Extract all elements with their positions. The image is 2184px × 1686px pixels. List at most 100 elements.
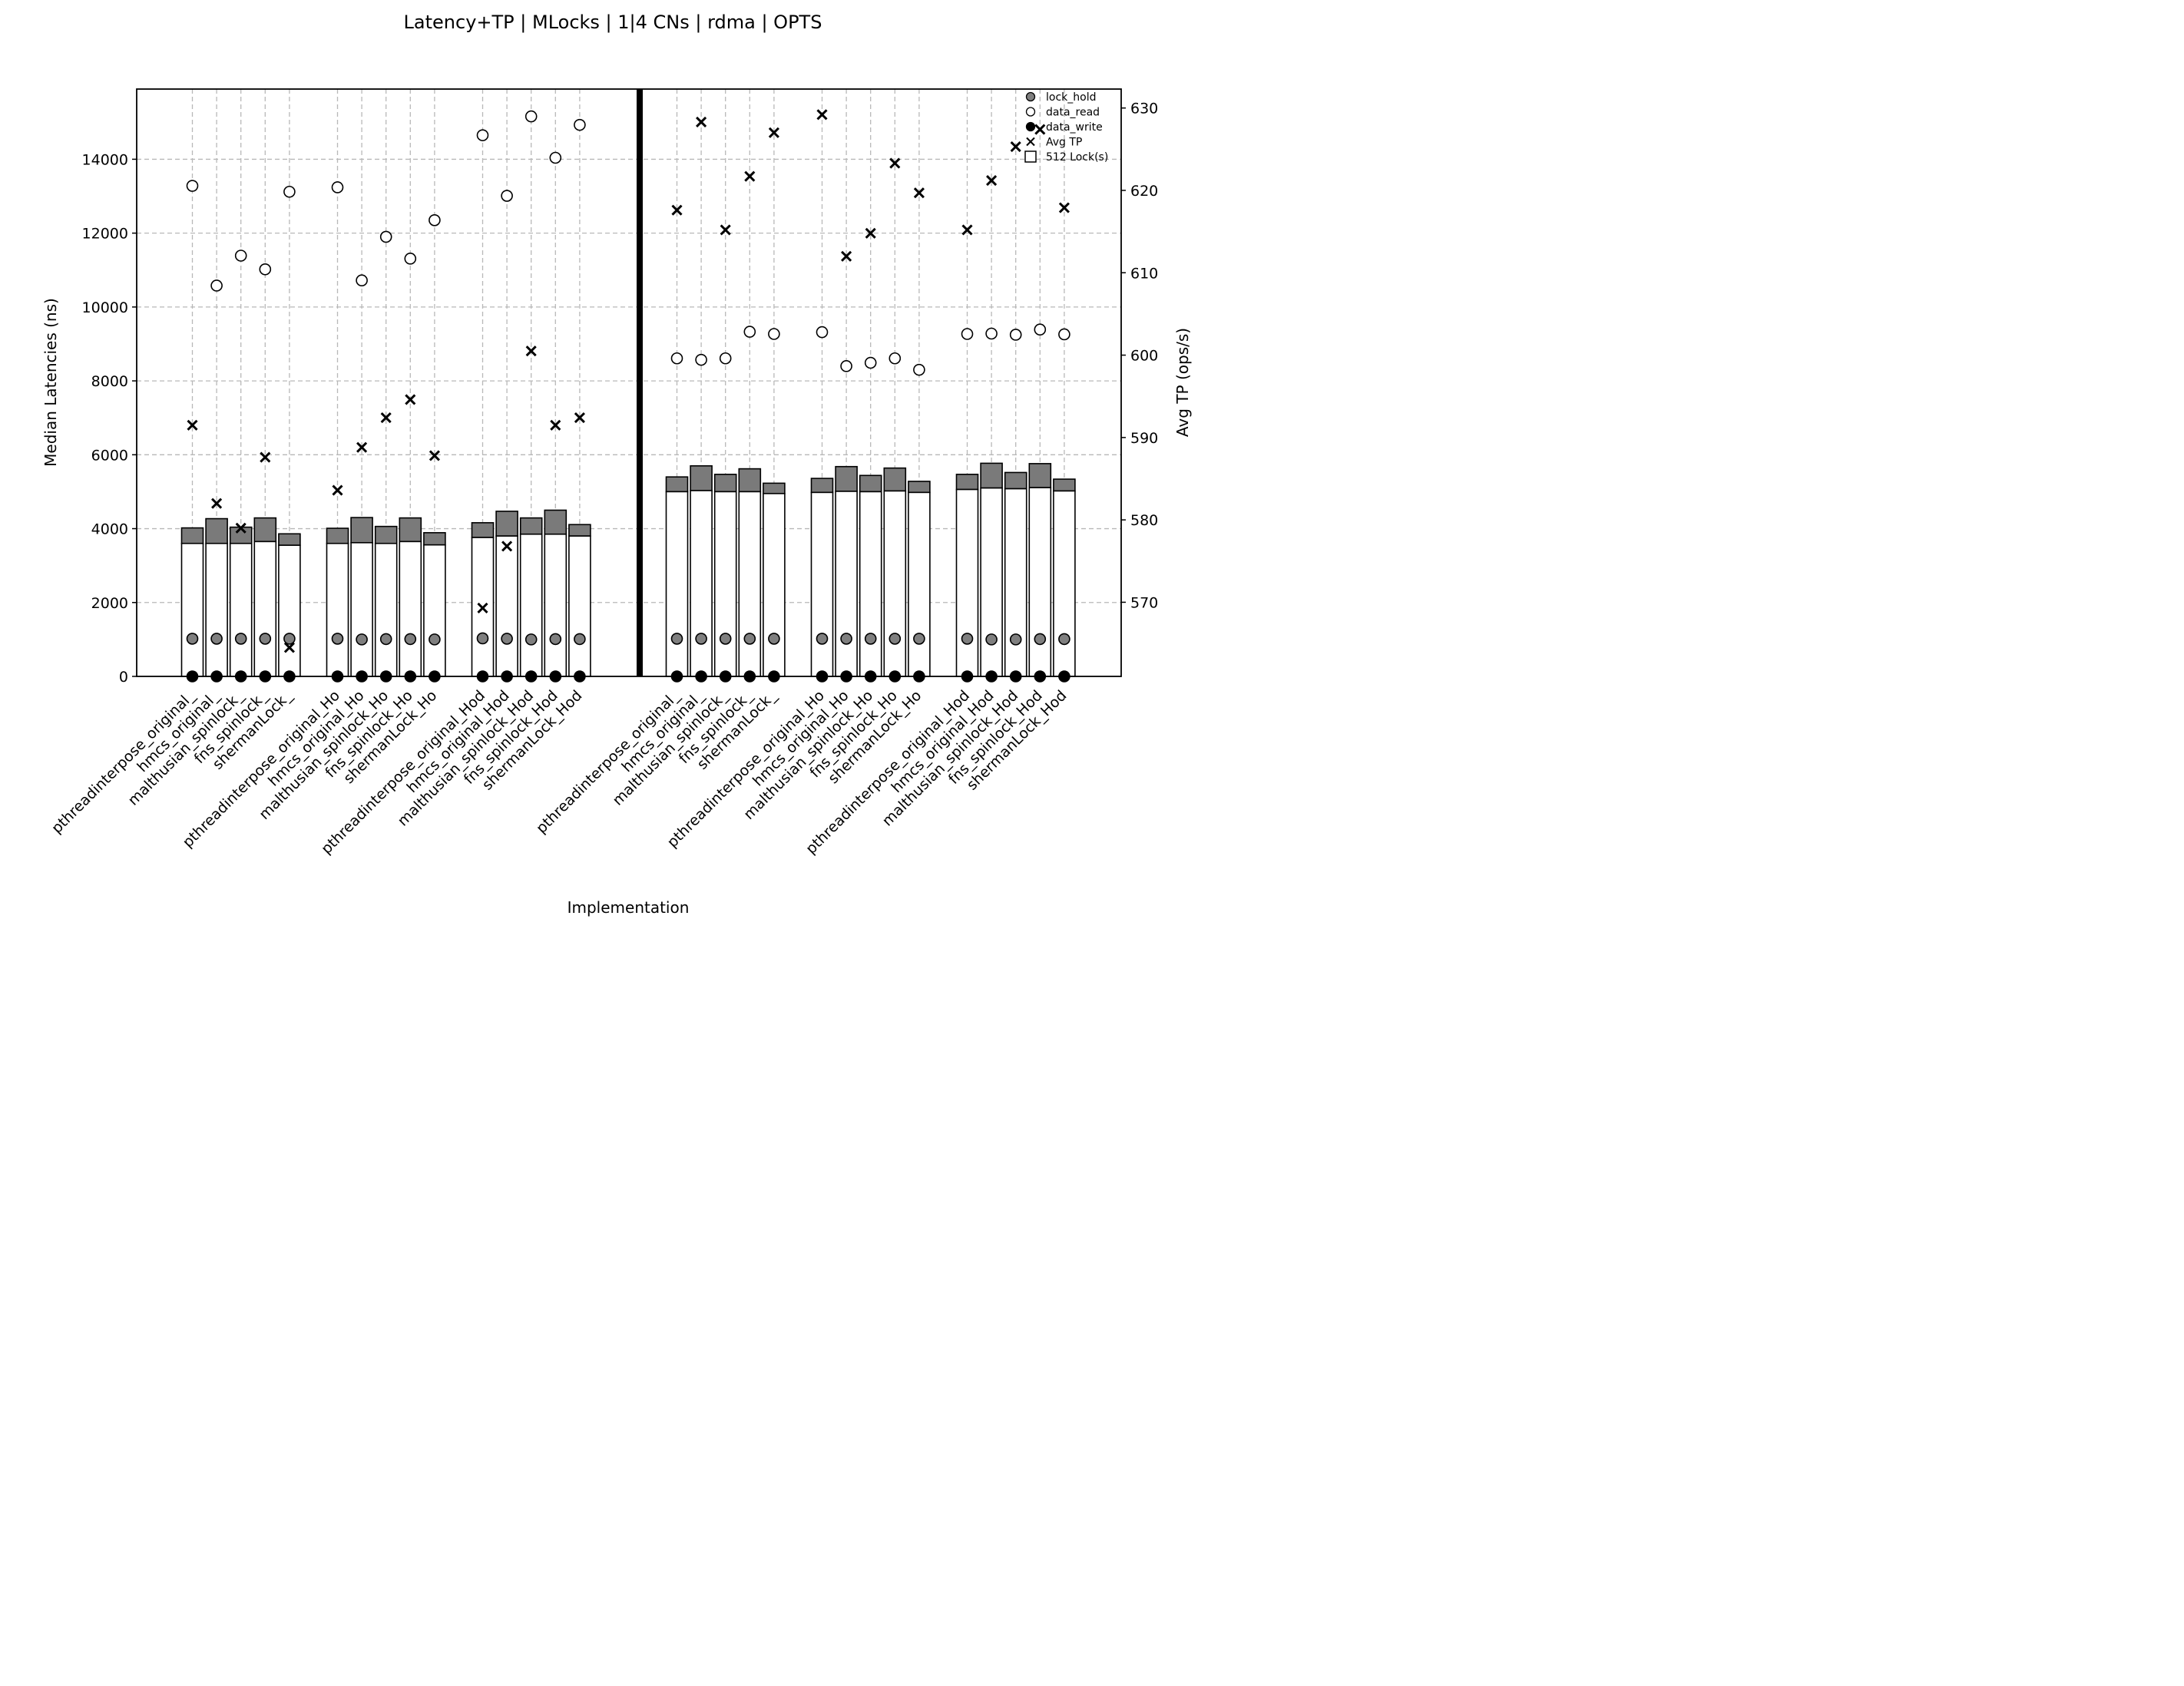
bar-base-segment bbox=[690, 490, 713, 677]
bar-lock-hold-segment bbox=[690, 464, 713, 491]
bar-base-segment bbox=[278, 544, 301, 677]
lock-hold-point bbox=[234, 633, 247, 645]
plot-frame bbox=[136, 88, 1122, 677]
y2-axis-label: Avg TP (ops/s) bbox=[1173, 328, 1192, 437]
avg-tp-point bbox=[986, 175, 998, 187]
bar-layer bbox=[180, 462, 1076, 677]
lock-hold-point bbox=[476, 632, 489, 645]
avg-tp-point bbox=[1034, 124, 1046, 135]
bar-lock-hold-segment bbox=[205, 517, 228, 544]
avg-tp-stroke bbox=[1034, 124, 1046, 135]
bar-lock-hold-segment bbox=[1028, 463, 1052, 488]
avg-tp-stroke bbox=[961, 224, 973, 236]
y-tick-label: 12000 bbox=[82, 226, 128, 243]
data-read-point bbox=[234, 250, 247, 262]
avg-tp-stroke bbox=[332, 484, 343, 496]
avg-tp-point bbox=[260, 451, 271, 463]
bar-lock-hold-segment bbox=[544, 509, 568, 535]
bar-lock-hold-segment bbox=[519, 517, 543, 535]
avg-tp-point bbox=[1010, 141, 1021, 153]
bar-lock-hold-segment bbox=[180, 527, 204, 544]
data-read-point bbox=[985, 327, 998, 340]
bar-base-segment bbox=[859, 491, 882, 677]
lock-hold-point bbox=[283, 633, 296, 645]
avg-tp-stroke bbox=[889, 157, 901, 169]
data-read-point bbox=[283, 185, 296, 198]
lock-hold-point bbox=[549, 633, 562, 646]
avg-tp-stroke bbox=[283, 642, 295, 653]
lock-hold-point bbox=[840, 633, 852, 645]
data-read-point bbox=[864, 356, 877, 369]
y-tick-label: 14000 bbox=[82, 151, 128, 168]
lock-hold-point bbox=[961, 633, 974, 645]
data-read-point bbox=[768, 328, 780, 340]
avg-tp-point bbox=[671, 204, 683, 216]
avg-tp-stroke bbox=[913, 187, 925, 199]
data-read-point bbox=[331, 181, 344, 193]
bar-base-segment bbox=[883, 490, 907, 677]
avg-tp-point bbox=[865, 227, 876, 239]
bar-lock-hold-segment bbox=[1004, 471, 1027, 490]
avg-tp-point bbox=[332, 484, 343, 496]
data-read-point bbox=[186, 180, 199, 192]
data-read-point bbox=[356, 274, 368, 287]
avg-tp-stroke bbox=[380, 412, 392, 424]
avg-tp-point bbox=[1058, 202, 1070, 213]
y2-tick-label: 610 bbox=[1130, 265, 1158, 282]
y-tick-label: 6000 bbox=[91, 447, 128, 464]
bar-lock-hold-segment bbox=[253, 517, 277, 543]
bar-lock-hold-segment bbox=[763, 482, 786, 494]
avg-tp-point bbox=[525, 345, 537, 357]
bar-base-segment bbox=[495, 535, 518, 677]
bar-lock-hold-segment bbox=[399, 517, 422, 543]
legend-label: data_read bbox=[1046, 107, 1100, 119]
bar-base-segment bbox=[205, 542, 228, 677]
y-tick-label: 10000 bbox=[82, 299, 128, 316]
avg-tp-point bbox=[961, 224, 973, 236]
y2-tick-label: 590 bbox=[1130, 430, 1158, 447]
x-axis-label: Implementation bbox=[568, 898, 690, 917]
avg-tp-stroke bbox=[816, 109, 828, 121]
data-read-point bbox=[888, 352, 902, 365]
bar-base-segment bbox=[568, 535, 591, 677]
lock-hold-point bbox=[404, 633, 417, 646]
bar-base-segment bbox=[229, 542, 253, 677]
group-separator bbox=[637, 89, 643, 676]
bar-base-segment bbox=[980, 487, 1003, 677]
avg-tp-point bbox=[235, 522, 247, 534]
avg-tp-point bbox=[913, 187, 925, 199]
lock-hold-point bbox=[210, 633, 223, 645]
lock-hold-point bbox=[331, 633, 344, 645]
bar-base-segment bbox=[326, 542, 349, 677]
avg-tp-stroke bbox=[429, 450, 440, 461]
bar-lock-hold-segment bbox=[738, 468, 762, 493]
bar-lock-hold-segment bbox=[374, 525, 398, 544]
lock-hold-point bbox=[501, 633, 513, 645]
data-read-point bbox=[574, 118, 586, 131]
bar-base-segment bbox=[374, 542, 398, 677]
bar-lock-hold-segment bbox=[278, 533, 301, 546]
lock-hold-point bbox=[743, 633, 756, 645]
avg-tp-point bbox=[816, 109, 828, 121]
avg-tp-stroke bbox=[356, 441, 368, 453]
lock-hold-point bbox=[1034, 633, 1047, 646]
lock-hold-point bbox=[259, 633, 272, 645]
data-read-point bbox=[476, 129, 489, 141]
avg-tp-point bbox=[187, 419, 198, 431]
avg-tp-point bbox=[550, 419, 561, 431]
bar-lock-hold-segment bbox=[810, 478, 834, 494]
lock-hold-point bbox=[356, 633, 368, 646]
bar-base-segment bbox=[1004, 488, 1027, 677]
data-read-point bbox=[404, 253, 417, 265]
y-tick-label: 4000 bbox=[91, 521, 128, 538]
legend-label: lock_hold bbox=[1046, 91, 1096, 104]
bar-lock-hold-segment bbox=[350, 517, 373, 544]
legend-lock-count-swatch bbox=[1024, 150, 1037, 163]
bar-base-segment bbox=[955, 488, 979, 677]
grid-layer bbox=[137, 89, 1121, 676]
bar-base-segment bbox=[713, 491, 737, 677]
data-read-point bbox=[524, 110, 538, 123]
bar-base-segment bbox=[180, 542, 204, 677]
bar-lock-hold-segment bbox=[1053, 478, 1076, 492]
avg-tp-stroke bbox=[986, 175, 998, 187]
